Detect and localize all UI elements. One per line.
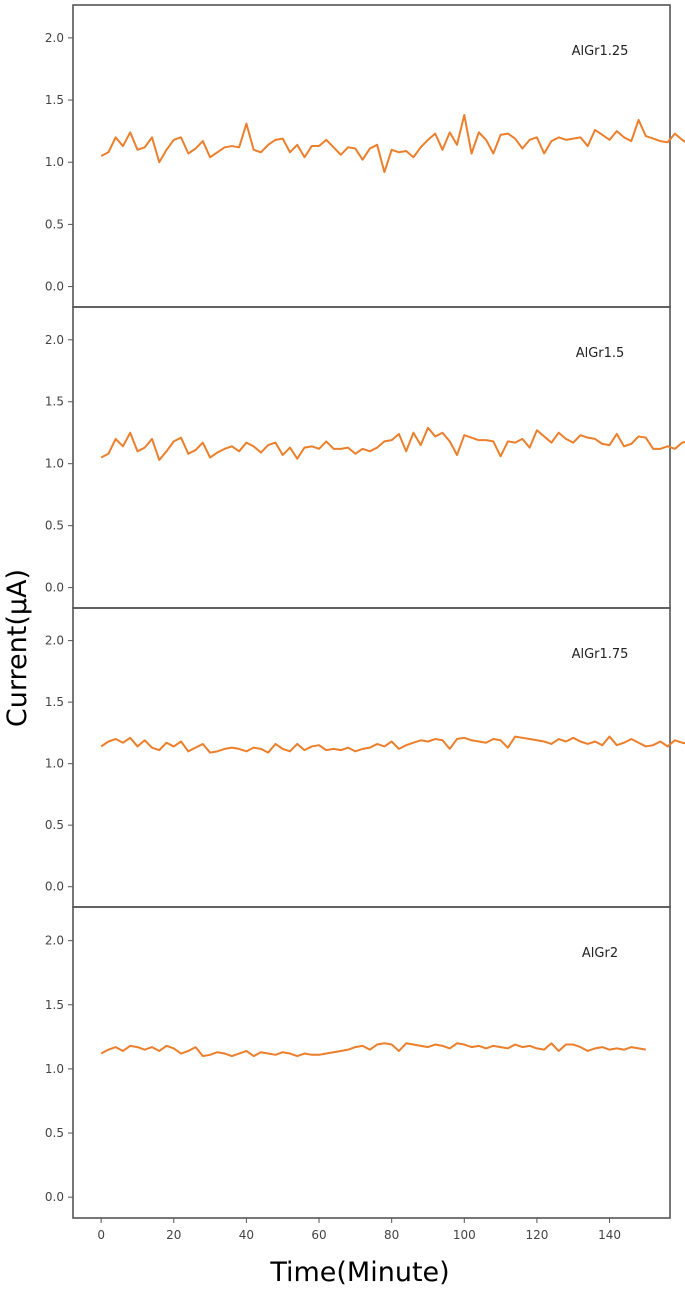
x-tick-label: 140 (598, 1228, 621, 1242)
y-axis-label: Current(μA) (2, 569, 33, 727)
x-tick-label: 120 (525, 1228, 548, 1242)
y-tick-label: 1.5 (45, 93, 64, 107)
panel-label: AlGr2 (582, 946, 618, 961)
y-tick-label: 2.0 (45, 333, 64, 347)
y-tick-label: 0.0 (45, 280, 64, 294)
series-line (100, 426, 685, 461)
x-tick-label: 0 (97, 1228, 105, 1242)
y-tick-label: 1.5 (45, 395, 64, 409)
x-tick-label: 20 (166, 1228, 181, 1242)
panel-2: 0.0 0.5 1.0 1.5 2.0 AlGr1.5 (45, 306, 685, 609)
y-tick-label: 0.5 (45, 1126, 64, 1140)
y-tick-label: 2.0 (45, 634, 64, 648)
y-tick-label: 1.5 (45, 998, 64, 1012)
x-axis: 0 20 40 60 80 100 120 140 (97, 1218, 621, 1242)
y-tick-label: 0.0 (45, 581, 64, 595)
panel-4: 0.0 0.5 1.0 1.5 2.0 AlGr2 (45, 906, 671, 1219)
x-tick-label: 100 (453, 1228, 476, 1242)
panel-label: AlGr1.75 (572, 647, 629, 662)
y-tick-label: 0.5 (45, 818, 64, 832)
panel-3: 0.0 0.5 1.0 1.5 2.0 AlGr1.75 (45, 607, 685, 908)
y-tick-label: 1.5 (45, 695, 64, 709)
y-tick-label: 2.0 (45, 934, 64, 948)
y-tick-label: 1.0 (45, 457, 64, 471)
y-tick-label: 1.0 (45, 155, 64, 169)
x-tick-label: 40 (239, 1228, 254, 1242)
chart-panels: 0.0 0.5 1.0 1.5 2.0 AlGr1.25 0.0 0.5 1.0 1.5 2.0 Al… (45, 4, 685, 1219)
y-tick-label: 0.5 (45, 519, 64, 533)
panel-label: AlGr1.5 (576, 346, 625, 361)
y-tick-label: 1.0 (45, 757, 64, 771)
series-line (100, 735, 685, 754)
panel-label: AlGr1.25 (572, 44, 629, 59)
panel-1: 0.0 0.5 1.0 1.5 2.0 AlGr1.25 (45, 4, 685, 308)
y-tick-label: 0.0 (45, 1190, 64, 1204)
series-line (100, 1042, 647, 1058)
y-tick-label: 0.0 (45, 880, 64, 894)
y-tick-label: 0.5 (45, 217, 64, 231)
x-axis-label: Time(Minute) (269, 1257, 449, 1288)
x-tick-label: 80 (384, 1228, 399, 1242)
series-line (100, 113, 685, 174)
y-tick-label: 1.0 (45, 1062, 64, 1076)
x-tick-label: 60 (311, 1228, 326, 1242)
y-tick-label: 2.0 (45, 31, 64, 45)
panel-frame (72, 906, 671, 1219)
